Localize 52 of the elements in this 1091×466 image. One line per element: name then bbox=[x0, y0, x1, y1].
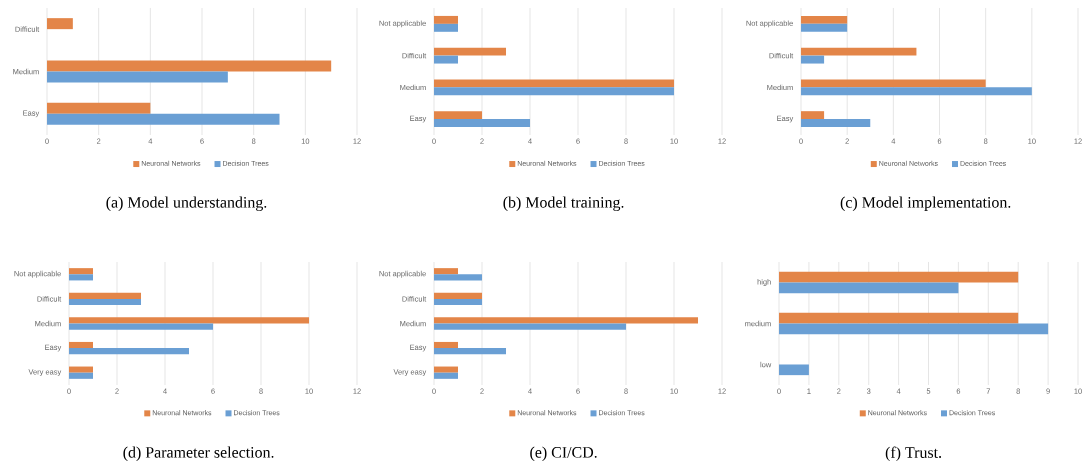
bar bbox=[801, 15, 848, 24]
text: (a) Model understanding. bbox=[106, 196, 267, 211]
bar bbox=[434, 274, 483, 281]
bar bbox=[779, 282, 959, 294]
bar bbox=[434, 348, 507, 355]
bar bbox=[69, 323, 214, 330]
bar bbox=[434, 111, 483, 120]
bar bbox=[779, 271, 1019, 283]
bar bbox=[434, 23, 459, 32]
bar bbox=[47, 113, 280, 125]
bar bbox=[801, 55, 825, 64]
bar bbox=[434, 47, 507, 56]
bar bbox=[69, 341, 94, 349]
bar bbox=[434, 341, 459, 349]
bar bbox=[434, 366, 459, 373]
bar bbox=[434, 268, 459, 275]
bar bbox=[801, 87, 1032, 96]
bar bbox=[434, 298, 483, 306]
text: (f) Trust. bbox=[885, 446, 942, 462]
bar bbox=[69, 348, 190, 355]
bar bbox=[434, 317, 699, 324]
bar bbox=[801, 79, 986, 88]
bar bbox=[801, 111, 825, 120]
text: (e) CI/CD. bbox=[530, 446, 597, 461]
bar bbox=[69, 274, 94, 281]
bar bbox=[434, 372, 459, 379]
bar bbox=[47, 71, 228, 83]
bar bbox=[779, 312, 1019, 324]
text: (d) Parameter selection. bbox=[123, 446, 274, 461]
bar bbox=[801, 47, 917, 56]
bar bbox=[69, 372, 94, 379]
bar bbox=[47, 60, 332, 72]
bar bbox=[69, 366, 94, 373]
bar bbox=[434, 79, 675, 88]
bar bbox=[69, 298, 142, 306]
bar bbox=[69, 268, 94, 275]
bar bbox=[779, 323, 1049, 335]
text: (b) Model training. bbox=[503, 196, 624, 211]
bar bbox=[779, 364, 809, 376]
bar bbox=[47, 102, 151, 114]
bar bbox=[47, 18, 73, 30]
bar bbox=[434, 15, 459, 24]
bar bbox=[434, 87, 675, 96]
bar bbox=[434, 55, 459, 64]
bar bbox=[69, 317, 310, 324]
text: (c) Model implementation. bbox=[840, 196, 1011, 211]
bar bbox=[801, 23, 848, 32]
bar bbox=[434, 323, 627, 330]
bar bbox=[434, 292, 483, 299]
bar bbox=[801, 119, 871, 128]
bar bbox=[69, 292, 142, 299]
bar bbox=[434, 119, 531, 128]
